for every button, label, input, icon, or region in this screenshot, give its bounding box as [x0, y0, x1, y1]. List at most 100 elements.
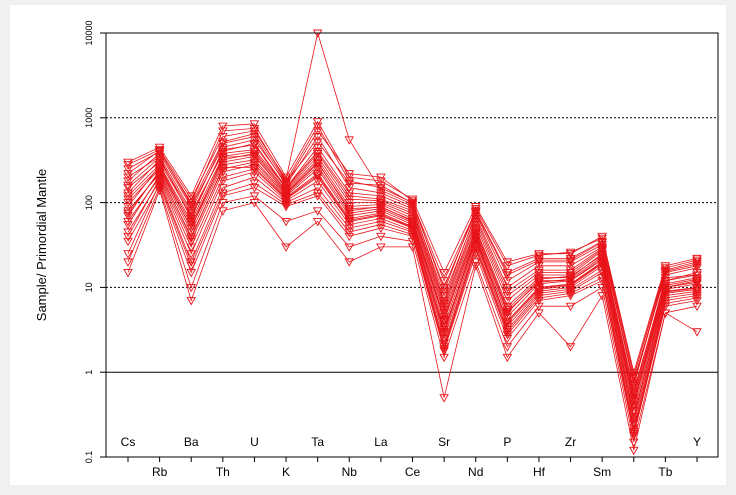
data-point-marker	[154, 168, 165, 177]
canvas-background	[10, 5, 726, 485]
data-point-marker	[565, 281, 576, 290]
data-point-marker	[218, 189, 228, 198]
data-point-marker	[123, 181, 133, 191]
data-point-marker	[186, 243, 196, 252]
data-point-marker	[154, 162, 165, 171]
data-point-marker	[597, 274, 607, 283]
data-point-marker	[376, 181, 386, 191]
data-point-marker	[534, 262, 544, 271]
x-tick-label: Th	[216, 465, 230, 479]
data-point-marker	[407, 243, 418, 252]
data-point-marker	[502, 277, 513, 286]
data-point-marker	[534, 266, 544, 275]
series-layer	[123, 29, 702, 456]
data-point-marker	[565, 258, 576, 267]
data-point-marker	[376, 243, 386, 252]
y-tick-label: 10000	[84, 20, 94, 45]
data-point-marker	[218, 156, 228, 165]
data-point-marker	[534, 250, 544, 259]
data-point-marker	[218, 146, 228, 155]
data-point-marker	[470, 246, 481, 255]
data-point-marker	[123, 232, 133, 242]
data-point-marker	[502, 335, 513, 344]
data-point-marker	[534, 278, 544, 288]
data-point-marker	[534, 309, 544, 318]
data-point-marker	[186, 203, 196, 212]
data-point-marker	[692, 274, 702, 283]
data-point-marker	[154, 156, 165, 165]
data-point-marker	[249, 130, 260, 139]
data-point-marker	[439, 353, 449, 363]
data-point-marker	[344, 170, 355, 179]
data-point-marker	[123, 165, 133, 174]
data-point-marker	[344, 228, 355, 237]
data-point-marker	[597, 247, 607, 256]
x-tick-label: U	[250, 435, 259, 449]
data-point-marker	[439, 394, 449, 403]
y-axis-label: Sample/ Primordial Mantle	[34, 169, 49, 321]
data-point-marker	[565, 343, 576, 352]
data-point-marker	[344, 195, 355, 204]
data-point-marker	[692, 271, 702, 280]
data-point-marker	[281, 179, 291, 188]
data-point-marker	[376, 192, 386, 201]
data-point-marker	[407, 223, 418, 233]
data-point-marker	[281, 194, 291, 204]
data-point-marker	[660, 283, 671, 293]
data-point-marker	[123, 258, 133, 267]
data-point-marker	[344, 205, 355, 214]
data-point-marker	[407, 219, 418, 228]
data-point-marker	[249, 120, 260, 129]
data-point-marker	[218, 138, 228, 147]
data-point-marker	[249, 199, 260, 208]
data-point-marker	[186, 262, 196, 271]
data-point-marker	[249, 192, 260, 201]
data-point-marker	[123, 161, 133, 170]
data-point-marker	[629, 429, 639, 439]
data-point-marker	[312, 207, 323, 216]
x-tick-label: Ba	[184, 435, 199, 449]
data-point-marker	[376, 221, 386, 230]
x-tick-label: Y	[693, 435, 701, 449]
data-point-marker	[502, 353, 513, 363]
data-point-marker	[502, 297, 513, 306]
data-point-marker	[407, 209, 418, 219]
data-point-marker	[123, 237, 133, 247]
data-point-marker	[249, 149, 260, 159]
data-point-marker	[534, 271, 544, 280]
x-tick-label: Ta	[311, 435, 324, 449]
data-point-marker	[376, 177, 386, 186]
x-tick-label: K	[282, 465, 290, 479]
data-point-marker	[692, 260, 702, 269]
data-point-marker	[249, 179, 260, 188]
data-point-marker	[281, 203, 291, 212]
y-axis: 10000 1000 100 10 1 0.1	[84, 20, 106, 463]
data-point-marker	[312, 171, 323, 181]
y-tick-label: 1000	[84, 108, 94, 128]
data-point-marker	[249, 168, 260, 177]
data-point-marker	[281, 201, 291, 210]
data-point-marker	[407, 199, 418, 209]
data-point-marker	[249, 184, 260, 193]
data-point-marker	[439, 283, 449, 293]
data-point-marker	[154, 154, 165, 163]
data-point-marker	[692, 262, 702, 271]
data-point-marker	[597, 234, 607, 244]
series-23	[123, 151, 702, 410]
data-point-marker	[692, 289, 702, 299]
data-point-marker	[249, 124, 260, 134]
data-point-marker	[344, 215, 355, 224]
data-point-marker	[597, 244, 607, 254]
data-point-marker	[660, 294, 671, 303]
x-tick-label: Sm	[593, 465, 611, 479]
series-21	[123, 130, 702, 388]
data-point-marker	[218, 122, 228, 131]
data-point-marker	[249, 127, 260, 136]
data-point-marker	[470, 208, 481, 217]
series-line	[127, 186, 698, 443]
x-tick-label: Hf	[533, 465, 546, 479]
y-tick-label: 10	[84, 282, 94, 292]
data-point-marker	[312, 217, 323, 227]
data-point-marker	[344, 189, 355, 198]
data-point-marker	[470, 203, 481, 212]
